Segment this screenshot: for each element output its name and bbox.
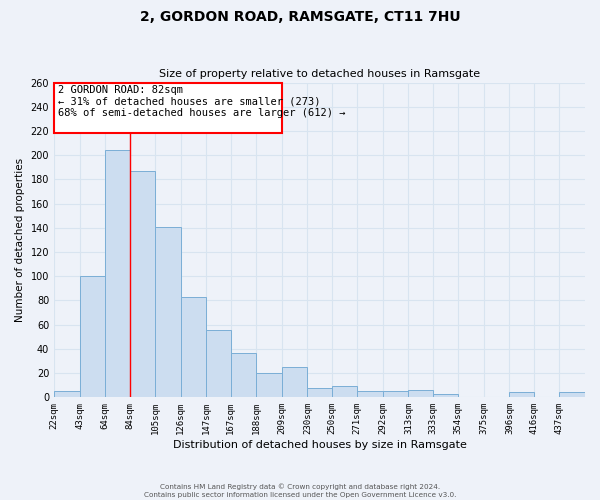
Bar	[105, 150, 130, 398]
Title: Size of property relative to detached houses in Ramsgate: Size of property relative to detached ho…	[159, 69, 480, 79]
Bar	[559, 392, 585, 398]
Bar	[409, 390, 433, 398]
Bar	[256, 373, 282, 398]
Bar	[181, 297, 206, 398]
Y-axis label: Number of detached properties: Number of detached properties	[15, 158, 25, 322]
Bar	[54, 392, 80, 398]
Bar	[206, 330, 230, 398]
Text: 2, GORDON ROAD, RAMSGATE, CT11 7HU: 2, GORDON ROAD, RAMSGATE, CT11 7HU	[140, 10, 460, 24]
Bar	[509, 392, 534, 398]
Bar	[130, 171, 155, 398]
Bar	[155, 226, 181, 398]
Bar	[80, 276, 105, 398]
Bar	[433, 394, 458, 398]
Bar	[332, 386, 357, 398]
Bar	[357, 392, 383, 398]
Text: Contains HM Land Registry data © Crown copyright and database right 2024.
Contai: Contains HM Land Registry data © Crown c…	[144, 484, 456, 498]
Bar	[307, 388, 332, 398]
Bar	[282, 367, 307, 398]
Text: 2 GORDON ROAD: 82sqm
← 31% of detached houses are smaller (273)
68% of semi-deta: 2 GORDON ROAD: 82sqm ← 31% of detached h…	[58, 85, 345, 118]
X-axis label: Distribution of detached houses by size in Ramsgate: Distribution of detached houses by size …	[173, 440, 466, 450]
Bar	[383, 392, 409, 398]
Bar	[230, 352, 256, 398]
FancyBboxPatch shape	[54, 82, 282, 134]
